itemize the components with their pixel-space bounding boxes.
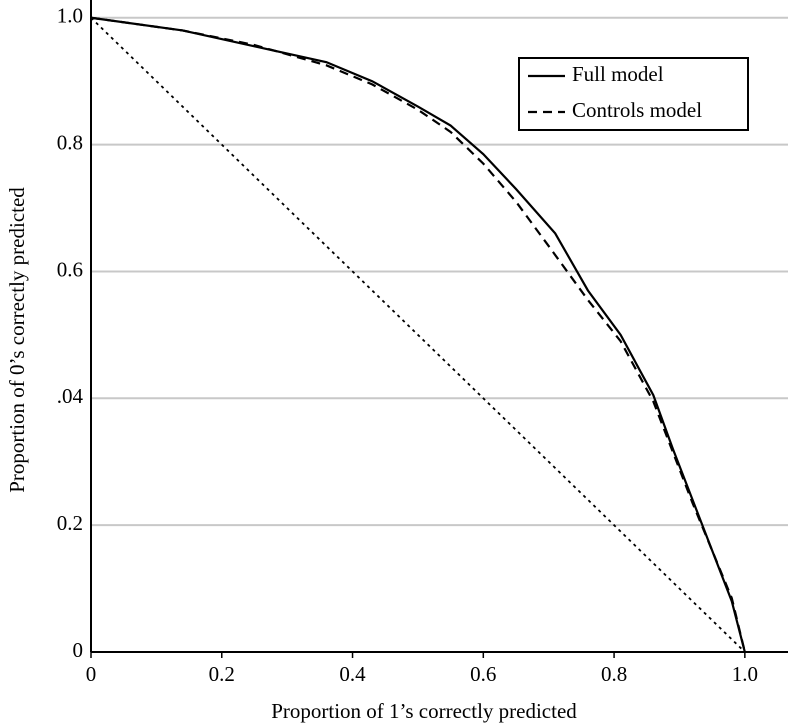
y-tick-label: 0.6 [57,257,83,281]
series-line [90,16,746,653]
y-tick-label: .04 [57,384,84,408]
series-line [90,16,746,653]
x-tick-label: 1.0 [732,662,758,686]
legend-label: Full model [572,62,664,86]
series-line [90,17,746,653]
x-tick-label: 0.4 [339,662,366,686]
legend-label: Controls model [572,98,702,122]
y-axis-label: Proportion of 0’s correctly predicted [5,187,29,493]
y-tick-label: 0.2 [57,511,83,535]
x-tick-label: 0.8 [601,662,627,686]
x-tick-label: 0 [86,662,97,686]
y-tick-label: 0.8 [57,130,83,154]
x-axis-label: Proportion of 1’s correctly predicted [271,699,577,723]
y-tick-label: 1.0 [57,4,83,28]
x-tick-label: 0.2 [209,662,235,686]
legend-box [518,57,749,131]
x-tick-label: 0.6 [470,662,496,686]
y-tick-label: 0 [73,638,84,662]
